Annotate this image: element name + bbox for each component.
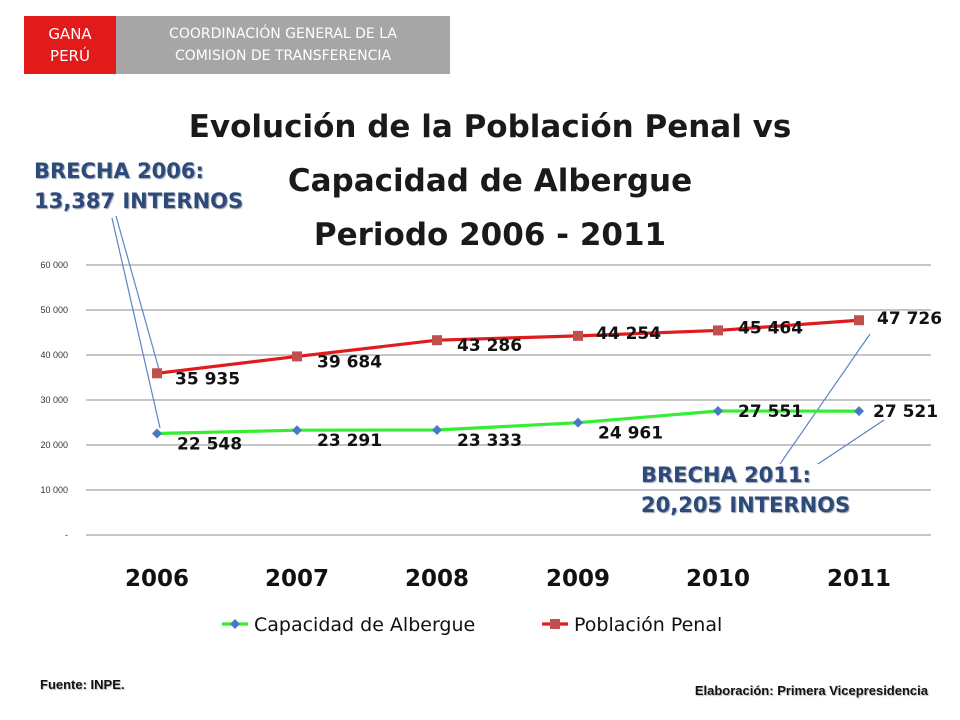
data-point [292,351,302,362]
data-point [432,425,442,436]
data-point [152,428,162,439]
data-point [152,368,162,379]
gap-2006-line-1: BRECHA 2006: [34,159,204,183]
legend-label: Población Penal [574,614,722,636]
data-point [573,330,583,341]
legend-marker [230,619,240,629]
data-label: 23 291 [317,431,382,451]
gap-2011-line-1: BRECHA 2011: [641,463,811,487]
data-point [292,425,302,436]
data-label: 27 551 [738,402,803,422]
badge-line-2: PERÚ [50,47,90,65]
series-line [156,318,860,375]
gap-2006-line-2: 13,387 INTERNOS [34,189,244,213]
data-label: 27 521 [873,402,938,422]
x-tick-label: 2008 [405,566,469,592]
commission-banner: COORDINACIÓN GENERAL DE LA COMISION DE T… [116,16,450,74]
data-point [713,406,723,417]
gap-2006-callout: BRECHA 2006: 13,387 INTERNOS [34,156,243,216]
chart-title-line-1: Evolución de la Población Penal vs [188,109,792,145]
x-tick-label: 2007 [265,566,329,592]
chart-title-line-2: Capacidad de Albergue [287,163,693,199]
data-point [573,417,583,428]
x-tick-label: 2010 [686,566,750,592]
y-tick-label: 60 000 [40,260,68,270]
y-tick-label: 20 000 [40,440,68,450]
series-line [156,409,860,436]
gana-peru-badge: GANA PERÚ [24,16,116,74]
y-tick-label: - [65,530,68,540]
data-label: 23 333 [457,431,522,451]
data-point [713,325,723,336]
gap-2006-pointer-population [115,215,161,374]
y-tick-label: 10 000 [40,485,68,495]
legend-label: Capacidad de Albergue [254,614,475,636]
data-label: 39 684 [317,352,382,372]
y-tick-label: 30 000 [40,395,68,405]
x-tick-label: 2011 [827,566,891,592]
gap-2011-line-2: 20,205 INTERNOS [641,493,851,517]
legend-marker [550,619,560,629]
data-label: 22 548 [177,435,242,455]
commission-line-2: COMISION DE TRANSFERENCIA [174,48,392,64]
y-tick-label: 50 000 [40,305,68,315]
gap-2006-pointer-capacity [111,217,161,429]
credit-note: Elaboración: Primera Vicepresidencia [694,683,928,698]
x-tick-label: 2006 [125,566,189,592]
data-label: 43 286 [457,336,522,356]
data-point [854,406,864,417]
x-tick-label: 2009 [546,566,610,592]
gap-2011-pointer-population [779,333,871,465]
badge-line-1: GANA [48,25,92,43]
chart-title-line-3: Periodo 2006 - 2011 [313,217,667,253]
chart-title: Evolución de la Población Penal vs Capac… [150,100,830,262]
source-note: Fuente: INPE. [40,677,125,692]
data-label: 47 726 [877,309,942,329]
data-point [432,335,442,346]
gap-2011-pointer-capacity [817,419,885,465]
commission-line-1: COORDINACIÓN GENERAL DE LA [169,26,397,42]
data-label: 44 254 [596,324,661,344]
data-label: 24 961 [598,424,663,444]
data-point [854,315,864,326]
gap-2011-callout: BRECHA 2011: 20,205 INTERNOS [641,460,850,520]
data-label: 45 464 [738,318,803,338]
y-tick-label: 40 000 [40,350,68,360]
data-label: 35 935 [175,369,240,389]
